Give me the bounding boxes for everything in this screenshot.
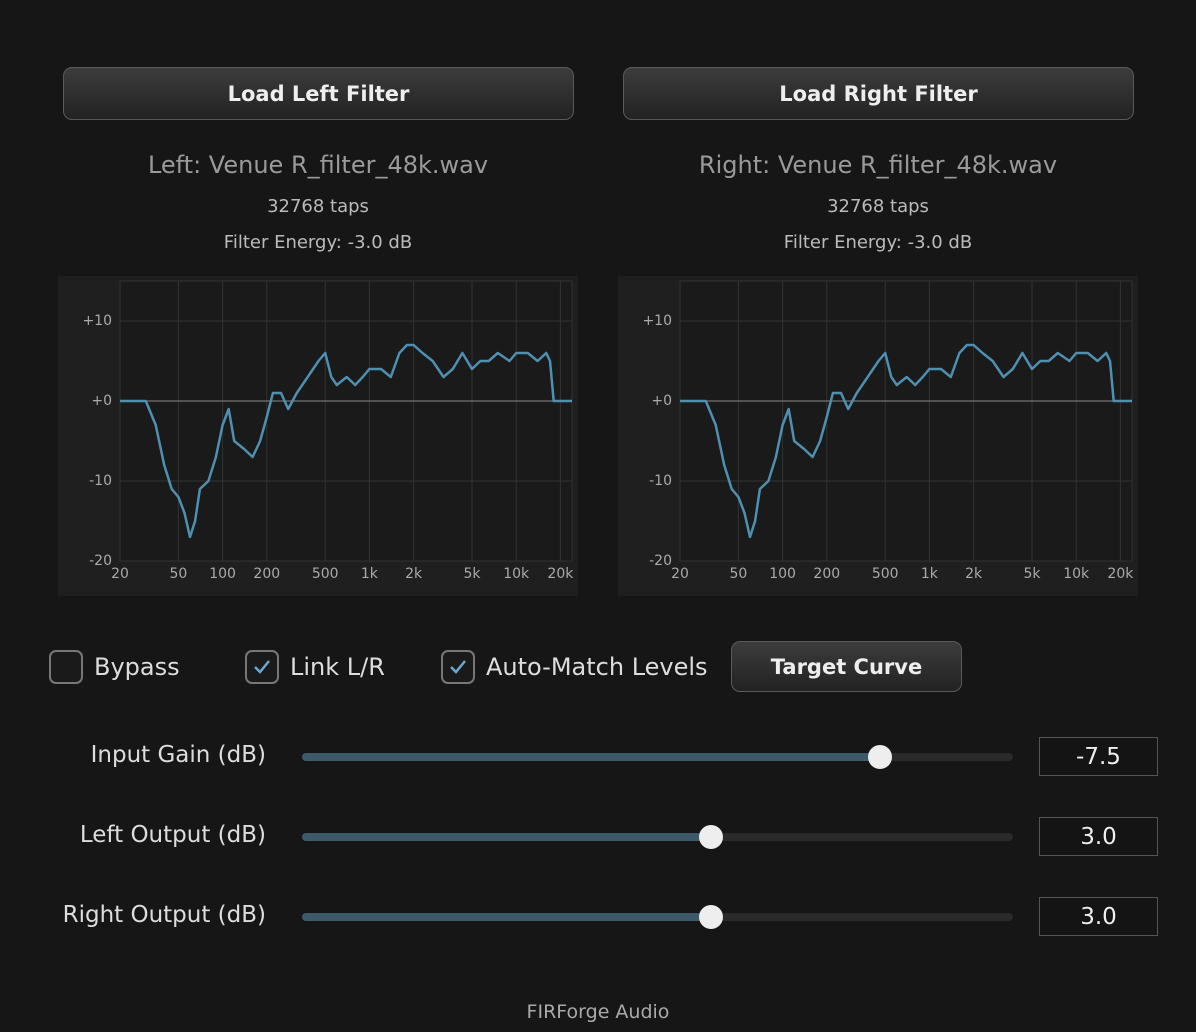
plot-area	[679, 280, 1133, 562]
x-tick-label: 5k	[463, 566, 481, 582]
y-tick-label: +0	[91, 393, 112, 409]
x-tick-label: 500	[872, 566, 899, 582]
taps: 32768 taps	[827, 196, 929, 217]
x-tick-label: 200	[813, 566, 840, 582]
target-curve-button[interactable]: Target Curve	[731, 641, 962, 692]
taps: 32768 taps	[267, 196, 369, 217]
x-tick-label: 20	[671, 566, 689, 582]
check-mark	[254, 660, 270, 674]
check-mark	[450, 660, 466, 674]
checkbox-label[interactable]: Bypass	[94, 653, 180, 681]
checkbox[interactable]	[245, 650, 279, 684]
y-tick-label: -10	[89, 473, 112, 489]
value-box[interactable]: -7.5	[1039, 737, 1158, 776]
y-tick-label: +0	[651, 393, 672, 409]
x-tick-label: 50	[730, 566, 748, 582]
footer: FIRForge Audio	[526, 1001, 670, 1023]
y-tick-label: +10	[642, 313, 672, 329]
slider-fill	[302, 753, 880, 761]
slider-label: Input Gain (dB)	[90, 742, 266, 768]
response-chart: 20 50 100 200 500 1k 2k 5k 10k 20k -20 -10 +0 +10	[58, 276, 578, 596]
checkbox[interactable]	[49, 650, 83, 684]
x-tick-label: 20k	[547, 566, 574, 582]
y-tick-label: -10	[649, 473, 672, 489]
x-tick-label: 1k	[921, 566, 939, 582]
slider-label: Left Output (dB)	[79, 822, 266, 848]
file-name: Right: Venue R_filter_48k.wav	[698, 151, 1058, 179]
x-tick-label: 1k	[361, 566, 379, 582]
x-tick-label: 50	[170, 566, 188, 582]
x-tick-label: 20k	[1107, 566, 1134, 582]
checkbox[interactable]	[441, 650, 475, 684]
y-tick-label: -20	[649, 553, 672, 569]
x-tick-label: 5k	[1023, 566, 1041, 582]
slider-knob[interactable]	[867, 745, 892, 769]
response-curve	[120, 343, 572, 539]
x-tick-label: 2k	[965, 566, 983, 582]
value-box[interactable]: 3.0	[1039, 817, 1158, 856]
check-mark	[254, 660, 270, 674]
filter-energy: Filter Energy: -3.0 dB	[783, 232, 973, 253]
slider-knob[interactable]	[698, 905, 723, 929]
filter-energy: Filter Energy: -3.0 dB	[223, 232, 413, 253]
x-tick-label: 200	[253, 566, 280, 582]
checkbox-label[interactable]: Link L/R	[290, 653, 385, 681]
x-tick-label: 100	[209, 566, 236, 582]
slider-fill	[302, 913, 711, 921]
y-tick-label: +10	[82, 313, 112, 329]
y-tick-label: -20	[89, 553, 112, 569]
checkbox-label[interactable]: Auto-Match Levels	[486, 653, 708, 681]
value-box[interactable]: 3.0	[1039, 897, 1158, 936]
response-chart: 20 50 100 200 500 1k 2k 5k 10k 20k -20 -10 +0 +10	[618, 276, 1138, 596]
load-button[interactable]: Load Right Filter	[623, 67, 1134, 120]
slider-knob[interactable]	[698, 825, 723, 849]
response-curve	[680, 343, 1132, 539]
plot-area	[119, 280, 573, 562]
x-tick-label: 10k	[1063, 566, 1090, 582]
check-mark	[450, 660, 466, 674]
x-tick-label: 2k	[405, 566, 423, 582]
slider-label: Right Output (dB)	[62, 902, 266, 928]
file-name: Left: Venue R_filter_48k.wav	[147, 151, 489, 179]
x-tick-label: 20	[111, 566, 129, 582]
slider-fill	[302, 833, 711, 841]
x-tick-label: 10k	[503, 566, 530, 582]
x-tick-label: 100	[769, 566, 796, 582]
x-tick-label: 500	[312, 566, 339, 582]
load-button[interactable]: Load Left Filter	[63, 67, 574, 120]
